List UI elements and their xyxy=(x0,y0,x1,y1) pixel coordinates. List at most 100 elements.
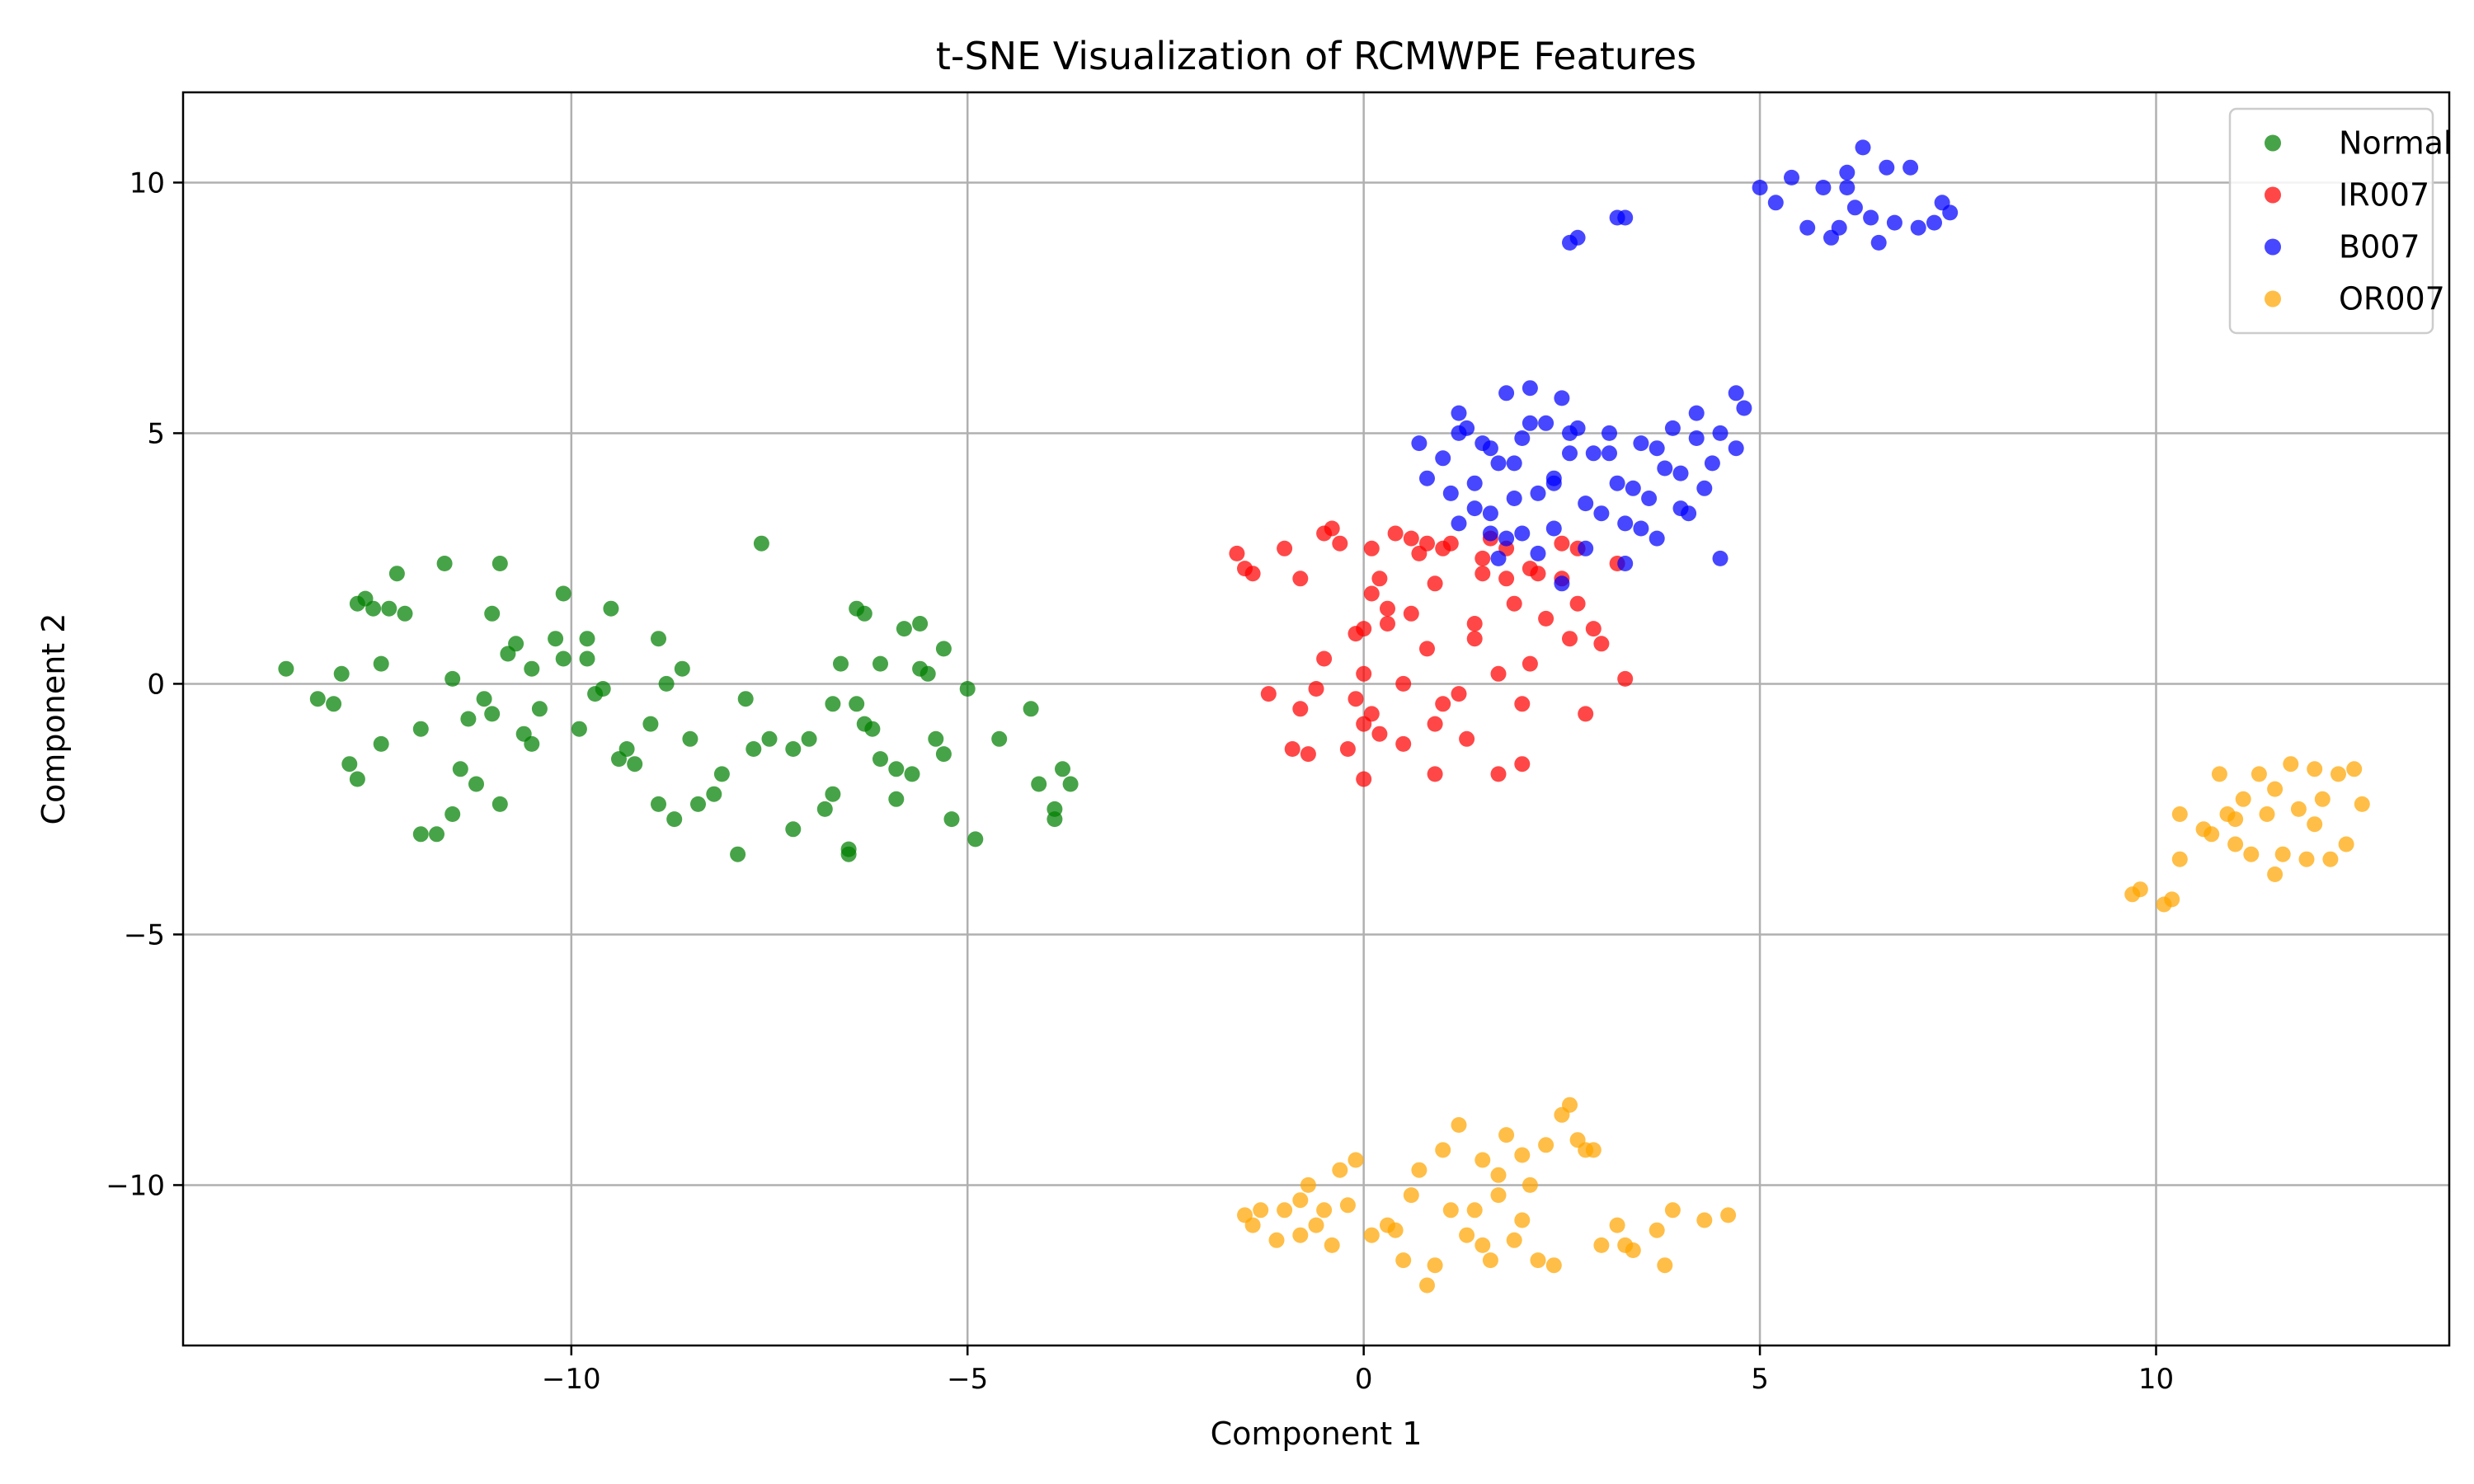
data-point xyxy=(1244,1217,1261,1233)
data-point xyxy=(1498,571,1515,587)
data-point xyxy=(603,600,619,617)
data-point xyxy=(460,711,477,727)
data-points xyxy=(278,139,2370,1294)
data-point xyxy=(1625,1242,1641,1258)
data-point xyxy=(1903,159,1919,176)
data-point xyxy=(412,721,429,737)
data-point xyxy=(730,846,746,862)
data-point xyxy=(745,741,762,757)
x-axis-label: Component 1 xyxy=(1211,1416,1423,1452)
x-tick-label: −5 xyxy=(947,1363,988,1396)
data-point xyxy=(1229,545,1245,561)
data-point xyxy=(1578,706,1594,722)
data-point xyxy=(1490,550,1507,566)
data-point xyxy=(864,721,881,737)
data-point xyxy=(1617,556,1634,571)
data-point xyxy=(1688,405,1705,421)
data-point xyxy=(1578,495,1594,512)
data-point xyxy=(1316,650,1333,667)
data-point xyxy=(1427,716,1443,732)
plot-frame xyxy=(181,91,2451,1347)
data-point xyxy=(2298,851,2315,867)
data-point xyxy=(1609,1217,1625,1233)
legend-label: IR007 xyxy=(2339,177,2429,214)
data-point xyxy=(1482,1252,1498,1269)
data-point xyxy=(1696,1212,1713,1228)
data-point xyxy=(508,636,524,652)
data-point xyxy=(1403,1187,1419,1204)
data-point xyxy=(904,766,920,782)
data-point xyxy=(1870,234,1887,251)
data-point xyxy=(935,746,952,763)
data-point xyxy=(1427,575,1443,592)
data-point xyxy=(309,691,326,707)
data-point xyxy=(1506,455,1522,472)
data-point xyxy=(1593,1237,1610,1253)
data-point xyxy=(1475,1152,1491,1168)
data-point xyxy=(1475,566,1491,582)
legend-label: Normal xyxy=(2339,125,2453,162)
data-point xyxy=(1324,1237,1340,1253)
data-point xyxy=(429,826,444,843)
data-point xyxy=(1839,164,1856,181)
data-point xyxy=(1277,1202,1293,1219)
legend-marker xyxy=(2265,134,2281,152)
data-point xyxy=(1356,665,1372,682)
legend: Normal IR007 B007 OR007 xyxy=(2228,107,2453,335)
data-point xyxy=(1657,1257,1673,1274)
data-point xyxy=(1649,1222,1665,1238)
legend-marker xyxy=(2265,290,2281,308)
data-point xyxy=(1459,730,1475,747)
data-point xyxy=(761,730,778,747)
series-or007 xyxy=(1237,756,2370,1294)
data-point xyxy=(1879,159,1895,176)
data-point xyxy=(1419,535,1435,552)
data-point xyxy=(2338,836,2354,852)
data-point xyxy=(2267,866,2284,882)
data-point xyxy=(1490,455,1507,472)
data-point xyxy=(642,716,659,732)
data-point xyxy=(1514,525,1531,542)
data-point xyxy=(1767,195,1784,211)
data-point xyxy=(278,660,294,677)
x-tick-label: 10 xyxy=(2138,1363,2174,1396)
data-point xyxy=(1055,761,1070,777)
data-point xyxy=(1308,1217,1324,1233)
data-point xyxy=(412,826,429,843)
data-point xyxy=(1387,1222,1404,1238)
data-point xyxy=(682,730,698,747)
data-point xyxy=(1387,525,1404,542)
data-point xyxy=(1411,1162,1427,1178)
data-point xyxy=(935,641,952,657)
data-point xyxy=(1554,390,1570,406)
data-point xyxy=(2290,801,2307,817)
data-point xyxy=(1482,440,1498,457)
data-point xyxy=(1284,741,1300,757)
data-point xyxy=(1602,425,1617,441)
data-point xyxy=(1649,440,1665,457)
data-point xyxy=(555,585,571,602)
data-point xyxy=(1062,776,1079,792)
data-point xyxy=(444,806,461,822)
data-point xyxy=(1047,811,1063,828)
data-point xyxy=(1578,540,1594,556)
data-point xyxy=(1356,771,1372,787)
data-point xyxy=(1419,1277,1435,1294)
data-point xyxy=(1451,1117,1467,1133)
data-point xyxy=(1292,1192,1309,1209)
data-point xyxy=(524,660,540,677)
data-point xyxy=(1363,585,1380,602)
data-point xyxy=(1459,1227,1475,1243)
data-point xyxy=(1728,440,1744,457)
data-point xyxy=(1442,535,1459,552)
data-point xyxy=(1855,139,1871,156)
data-point xyxy=(1490,1167,1507,1183)
data-point xyxy=(1427,1257,1443,1274)
data-point xyxy=(658,675,675,692)
data-point xyxy=(872,751,888,768)
data-point xyxy=(1356,621,1372,637)
data-point xyxy=(326,696,342,712)
data-point xyxy=(1514,696,1531,712)
